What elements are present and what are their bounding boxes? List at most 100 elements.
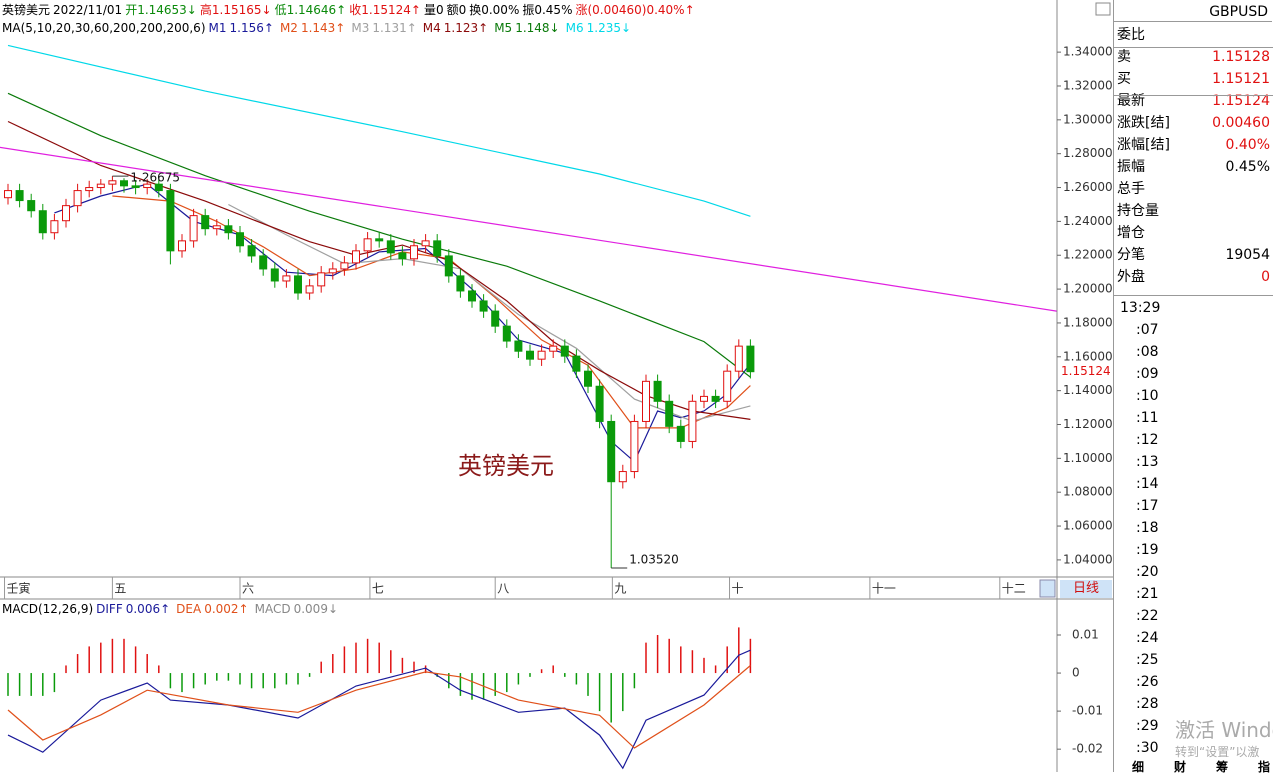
candle-body xyxy=(27,200,36,212)
period-button[interactable]: 日线 xyxy=(1060,580,1112,598)
y-tick-label: 1.12000 xyxy=(1063,417,1113,431)
time-entry: :30 xyxy=(1136,740,1159,756)
os-watermark: 激活 Windo xyxy=(1175,718,1273,742)
date: 2022/11/01 xyxy=(53,3,123,17)
time-entry: :17 xyxy=(1136,498,1159,514)
close: 收1.15124↑ xyxy=(349,3,421,17)
legend-value: 1.235↓ xyxy=(586,21,632,35)
candle-body xyxy=(85,187,94,192)
candle-body xyxy=(224,225,233,234)
legend-title: MA(5,10,20,30,60,200,200,200,6) xyxy=(2,21,206,35)
candle-body xyxy=(50,220,59,234)
time-entry: :20 xyxy=(1136,564,1159,580)
divider xyxy=(1114,295,1273,296)
legend-name: M2 xyxy=(279,21,298,35)
amplitude: 振0.45% xyxy=(522,3,573,17)
quote-row: 总手 xyxy=(1117,178,1270,200)
quote-value: 1.15124 xyxy=(1212,93,1270,109)
legend-item: M6 1.235↓ xyxy=(566,21,634,35)
y-tick-label: 1.10000 xyxy=(1063,451,1113,465)
y-tick-label: 0.01 xyxy=(1072,628,1099,642)
legend-value: 1.143↑ xyxy=(300,21,346,35)
candle-body xyxy=(665,400,674,427)
candle-body xyxy=(178,240,186,252)
ma-line xyxy=(7,92,751,378)
time-entry: :08 xyxy=(1136,344,1159,360)
quote-value: 0.40% xyxy=(1225,137,1270,153)
candle-body xyxy=(502,325,511,342)
volume: 量0 xyxy=(423,3,444,17)
divider xyxy=(1114,95,1273,96)
time-entry: :24 xyxy=(1136,630,1159,646)
time-entry: :11 xyxy=(1136,410,1159,426)
legend-name: M6 xyxy=(565,21,584,35)
y-tick-label: -0.02 xyxy=(1072,742,1103,756)
y-tick-label: 1.24000 xyxy=(1063,214,1113,228)
candle-body xyxy=(317,272,326,287)
y-tick-label: 1.22000 xyxy=(1063,248,1113,262)
header: 英镑美元 2022/11/01 开1.14653↓ 高1.15165↓ 低1.14646… xyxy=(2,2,698,18)
open: 开1.14653↓ xyxy=(125,3,197,17)
quote-row: 持仓量 xyxy=(1117,200,1270,222)
candle-body xyxy=(386,240,395,254)
candle-body xyxy=(479,300,488,312)
candle-body xyxy=(120,180,128,187)
divider xyxy=(1114,47,1273,48)
time-entry: :26 xyxy=(1136,674,1159,690)
candle-body xyxy=(584,370,592,387)
x-tick-label: 十 xyxy=(732,582,744,596)
legend-item: M4 1.123↑ xyxy=(423,21,491,35)
y-tick-label: 1.06000 xyxy=(1063,519,1113,533)
candle-body xyxy=(4,190,12,199)
quote-label: 最新 xyxy=(1117,93,1145,109)
legend-name: DEA xyxy=(176,602,202,616)
candle-body xyxy=(131,185,140,189)
high: 高1.15165↓ xyxy=(199,3,272,17)
candle-body xyxy=(96,183,105,189)
time-entry: :12 xyxy=(1136,432,1159,448)
y-tick-label: 1.32000 xyxy=(1063,78,1113,92)
candle-body xyxy=(73,190,82,207)
candle-body xyxy=(352,250,360,264)
legend-title: MACD(12,26,9) xyxy=(2,602,94,616)
y-tick-label: 1.34000 xyxy=(1063,45,1113,59)
legend-value: 0.006↑ xyxy=(125,602,171,616)
chart: 1.04000 1.06000 1.08000 1.10000 1.12000 1.140… xyxy=(0,0,1113,772)
legend-value: 1.148↓ xyxy=(515,21,560,35)
quote-label: 买 xyxy=(1117,71,1131,87)
legend-item: DIFF 0.006↑ xyxy=(96,602,173,616)
time-entry: :29 xyxy=(1136,718,1159,734)
y-tick-label: 1.30000 xyxy=(1063,112,1113,126)
quote-row: 买 1.15121 xyxy=(1117,68,1270,90)
time-entry: :09 xyxy=(1136,366,1159,382)
candle-body xyxy=(746,345,755,373)
time-entry: :25 xyxy=(1136,652,1159,668)
candle-body xyxy=(166,190,175,252)
quote-label: 外盘 xyxy=(1117,269,1145,285)
quote-row: 卖 1.15128 xyxy=(1117,46,1270,68)
candle-body xyxy=(560,345,569,357)
y-tick-label: 1.28000 xyxy=(1063,146,1113,160)
quote-label: 增仓 xyxy=(1117,225,1145,241)
quote-row: 涨跌[结] 0.00460 xyxy=(1117,112,1270,134)
candle-body xyxy=(468,290,476,302)
time-entry: :14 xyxy=(1136,476,1159,492)
candle-body xyxy=(375,238,384,242)
candle-body xyxy=(734,345,743,372)
legend-value: 0.009↓ xyxy=(293,602,339,616)
x-tick-label: 壬寅 xyxy=(7,581,31,596)
tab: 财 xyxy=(1174,760,1187,774)
x-tick-label: 五 xyxy=(114,582,126,596)
quote-value: 0.45% xyxy=(1225,159,1270,175)
candle-body xyxy=(270,268,279,282)
quote-row: 外盘 0 xyxy=(1117,266,1270,288)
candle-body xyxy=(595,385,604,422)
candle-body xyxy=(549,345,558,352)
ma-line xyxy=(0,146,1057,312)
candle-body xyxy=(653,380,662,402)
scroll-box xyxy=(1039,579,1056,598)
candle-body xyxy=(537,350,546,360)
candle-body xyxy=(410,245,418,260)
y-tick-label: 1.04000 xyxy=(1063,552,1113,566)
candle-body xyxy=(700,395,708,402)
